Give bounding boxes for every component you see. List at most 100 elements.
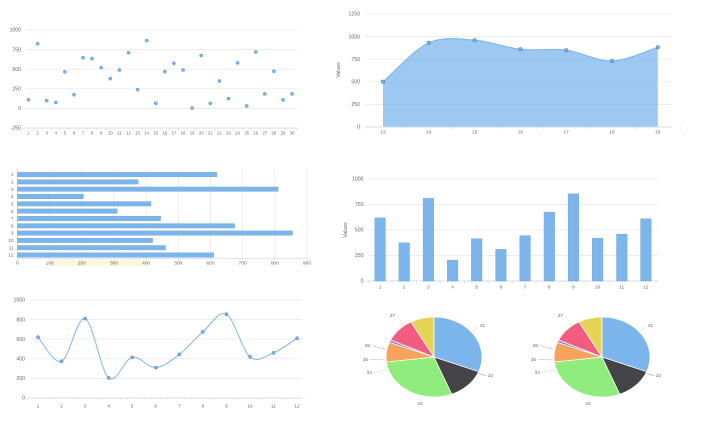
pie-chart-left: 21 22 23 24 25 26 27	[363, 313, 494, 406]
bar[interactable]	[17, 237, 153, 243]
scatter-point[interactable]	[63, 70, 67, 74]
scatter-point[interactable]	[153, 101, 158, 106]
area-point[interactable]	[472, 38, 477, 43]
scatter-point[interactable]	[90, 56, 94, 61]
scatter-point[interactable]	[126, 50, 131, 55]
column-bar[interactable]	[374, 217, 386, 282]
pie-slice-27[interactable]	[578, 316, 603, 359]
y-axis-tick-label: 0	[361, 279, 364, 285]
column-bar[interactable]	[567, 193, 579, 282]
x-axis-tick-label: 8	[91, 131, 94, 136]
scatter-point[interactable]	[217, 79, 222, 83]
pie-slice-23[interactable]	[385, 356, 453, 398]
scatter-point[interactable]	[190, 106, 194, 110]
column-bar[interactable]	[398, 242, 410, 282]
bar[interactable]	[17, 252, 214, 258]
scatter-point[interactable]	[53, 100, 58, 105]
scatter-point[interactable]	[181, 68, 185, 72]
area-point[interactable]	[380, 79, 385, 84]
category-label: 1	[11, 172, 14, 177]
scatter-point[interactable]	[262, 92, 267, 96]
bar[interactable]	[17, 230, 293, 236]
scatter-point[interactable]	[72, 92, 76, 97]
pie-slice-21[interactable]	[433, 316, 483, 373]
area-point[interactable]	[609, 58, 614, 63]
bar[interactable]	[17, 216, 161, 221]
area-point[interactable]	[518, 47, 523, 52]
scatter-point[interactable]	[226, 96, 231, 101]
pie-label-connector	[373, 369, 388, 373]
bar[interactable]	[17, 194, 84, 199]
pie-slice-21[interactable]	[601, 316, 651, 373]
bar[interactable]	[17, 245, 166, 251]
pie-slice-label: 22	[656, 373, 662, 378]
column-bar[interactable]	[592, 237, 604, 282]
scatter-point[interactable]	[81, 55, 85, 60]
column-bar[interactable]	[640, 218, 652, 282]
line-point[interactable]	[224, 312, 229, 317]
line-point[interactable]	[200, 330, 205, 334]
x-axis-tick-label: 1	[379, 285, 382, 291]
line-point[interactable]	[36, 335, 40, 340]
bar[interactable]	[17, 208, 118, 214]
bar[interactable]	[17, 186, 279, 192]
column-bar[interactable]	[471, 238, 483, 282]
x-axis-tick-label: 16	[518, 130, 524, 136]
x-axis-tick-label: 1	[27, 131, 30, 136]
column-bar[interactable]	[447, 259, 459, 282]
scatter-point[interactable]	[108, 76, 113, 81]
area-point[interactable]	[426, 40, 431, 45]
pie-slice-27[interactable]	[410, 316, 435, 359]
line-point[interactable]	[271, 351, 276, 355]
scatter-point[interactable]	[290, 92, 294, 96]
bar[interactable]	[17, 201, 152, 207]
bar[interactable]	[17, 179, 139, 185]
x-axis-tick-label: 13	[135, 131, 140, 136]
scatter-point[interactable]	[117, 68, 122, 72]
area-fill[interactable]	[383, 38, 658, 127]
area-point[interactable]	[655, 45, 660, 50]
line-point[interactable]	[59, 359, 64, 364]
x-axis-tick-label: 9	[225, 404, 228, 410]
line-point[interactable]	[153, 365, 158, 370]
scatter-point[interactable]	[172, 61, 176, 66]
scatter-point[interactable]	[35, 41, 40, 46]
y-axis-tick-label: 750	[12, 47, 21, 53]
scatter-point[interactable]	[272, 69, 276, 74]
x-axis-tick-label: 8	[548, 285, 551, 291]
scatter-point[interactable]	[244, 104, 249, 108]
bar[interactable]	[17, 172, 218, 177]
column-bar[interactable]	[495, 249, 507, 282]
scatter-point[interactable]	[135, 87, 140, 92]
scatter-point[interactable]	[44, 98, 49, 103]
scatter-point[interactable]	[253, 50, 258, 54]
scatter-point[interactable]	[144, 38, 149, 43]
line-point[interactable]	[130, 355, 135, 360]
line-point[interactable]	[248, 354, 252, 359]
pie-label-connector	[587, 396, 591, 401]
line-point[interactable]	[106, 376, 111, 380]
scatter-point[interactable]	[199, 53, 204, 58]
x-axis-tick-label: 900	[303, 261, 311, 267]
scatter-point[interactable]	[162, 69, 167, 74]
column-bar[interactable]	[422, 198, 434, 282]
scatter-point[interactable]	[99, 65, 104, 70]
scatter-point[interactable]	[26, 97, 31, 102]
column-bar[interactable]	[543, 211, 555, 282]
line-point[interactable]	[83, 316, 87, 321]
bar[interactable]	[17, 223, 235, 229]
scatter-point[interactable]	[208, 101, 213, 106]
x-axis-tick-label: 9	[572, 285, 575, 291]
x-axis-tick-label: 22	[217, 131, 222, 136]
scatter-point[interactable]	[281, 97, 285, 102]
area-point[interactable]	[564, 48, 569, 53]
column-bar[interactable]	[519, 235, 531, 282]
line-point[interactable]	[177, 352, 182, 357]
column-bar[interactable]	[616, 233, 628, 282]
x-axis-tick-label: 4	[451, 285, 454, 291]
scatter-point[interactable]	[235, 61, 240, 65]
pie-slice-23[interactable]	[553, 356, 621, 398]
line-point[interactable]	[295, 336, 299, 341]
